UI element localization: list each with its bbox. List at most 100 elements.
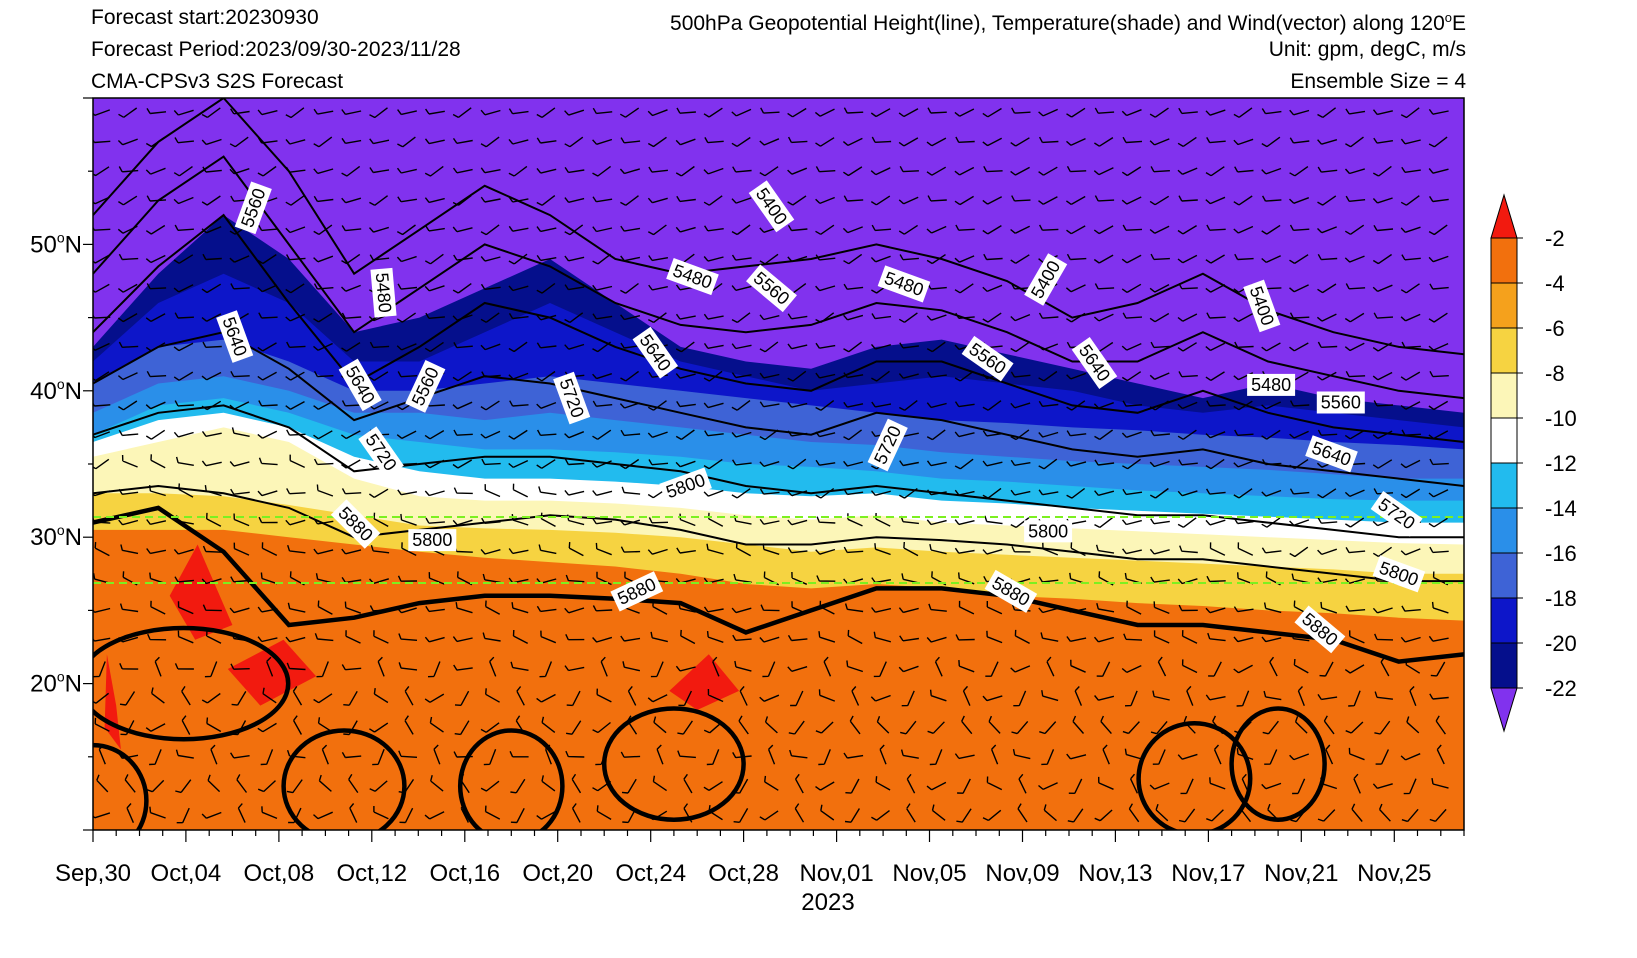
y-tick-label: 40oN [30,376,82,405]
height-contours [93,98,1464,830]
x-axis: Sep,30 Oct,04 Oct,08 Oct,12 Oct,16 Oct,20 Oct,… [55,830,1465,887]
colorbar-label: -6 [1545,316,1565,341]
contour-label-bg [216,310,254,363]
contour-label-bg [632,326,679,379]
warm-spot-4 [669,654,739,710]
colorbar-box [1490,327,1518,374]
colorbar-box [1490,372,1518,419]
colorbar-label: -2 [1545,226,1565,251]
height-contour-5880 [93,505,1464,664]
contour-label-bg [867,418,908,472]
contour-label-bg [610,571,664,612]
colorbar-label: -20 [1545,631,1577,656]
contour-label-bg [1370,491,1423,537]
colorbar: -2 -4 -6 -8 -10 -12 -14 -16 -18 -20 -22 [1490,193,1577,733]
forecast-period-label: Forecast Period:2023/09/30-2023/11/28 [91,38,461,61]
contour-label-bg [405,359,446,413]
colorbar-bottom-arrow [1490,687,1518,733]
contour-label-bg [746,264,797,313]
y-tick-suffix: N [65,378,82,405]
contour-label-bg [961,335,1014,382]
height-contour-5880-cell-3 [281,728,407,830]
warm-spot-3 [227,639,317,706]
colorbar-label: -18 [1545,586,1577,611]
x-tick-label: Oct,12 [336,860,407,887]
y-tick-degree: o [57,522,65,538]
contour-label-20: 5800 [1024,520,1073,543]
contour-label-bg [358,426,404,479]
unit-label: Unit: gpm, degC, m/s [1268,38,1466,61]
height-contour-5400 [93,98,1464,356]
contour-label-bg [1024,520,1073,543]
colorbar-box [1490,597,1518,644]
contour-label-bg [338,358,382,412]
colorbar-box [1490,237,1518,284]
contour-label-text: 5480 [372,272,395,314]
chart-title-text: 500hPa Geopotential Height(line), Temper… [670,12,1445,35]
y-tick-degree: o [57,376,65,392]
chart-title-suffix: E [1451,12,1466,35]
y-tick-degree: o [57,229,65,245]
y-tick-value: 50 [30,231,57,258]
contour-label-bg [659,467,712,505]
contour-label-bg [553,371,591,425]
y-tick-degree: o [57,669,65,685]
y-tick-value: 30 [30,524,57,551]
x-tick-label: Nov,25 [1357,860,1431,887]
contour-label-bg [748,180,795,233]
x-tick-label: Oct,28 [708,860,779,887]
x-tick-label: Nov,01 [799,860,873,887]
contour-label-bg [1316,391,1365,414]
contour-label-bg [1024,253,1068,306]
contour-label-23: 5480 [1247,373,1296,396]
colorbar-label: -12 [1545,451,1577,476]
x-tick-label: Oct,08 [244,860,315,887]
colorbar-label: -16 [1545,541,1577,566]
contour-label-bg [1243,279,1281,333]
x-tick-label: Oct,24 [615,860,686,887]
x-tick-label: Oct,20 [522,860,593,887]
colorbar-label: -22 [1545,676,1577,701]
y-tick-suffix: N [65,231,82,258]
ensemble-label: Ensemble Size = 4 [1290,70,1466,93]
y-tick-label: 20oN [30,669,82,698]
colorbar-label: -14 [1545,496,1577,521]
height-contour-5880-cell-7 [1229,706,1327,822]
contour-label-text: 5800 [1028,521,1068,541]
height-contour-5880-cell-5 [601,706,746,822]
height-contour-5880-cell-2 [93,625,291,742]
contour-label-bg [408,529,457,552]
y-tick-value: 40 [30,378,57,405]
x-tick-label: Nov,13 [1078,860,1152,887]
contour-label-bg [1071,337,1118,389]
contour-label-bg [330,499,381,549]
contour-label-bg [1372,555,1426,593]
contour-label-text: 5560 [1321,393,1361,413]
height-contour-5800 [93,484,1464,583]
contour-label-10: 5480 [666,258,719,296]
colorbar-label: -4 [1545,271,1565,296]
contour-label-bg [877,265,931,303]
colorbar-label: -8 [1545,361,1565,386]
contour-label-bg [1294,605,1346,654]
contour-label-2: 5480 [370,267,397,318]
height-contour-5480 [93,155,1464,400]
y-tick-value: 20 [30,671,57,698]
x-tick-label: Oct,04 [151,860,222,887]
height-contour-5640 [93,331,1464,487]
contour-label-text: 5800 [412,530,452,550]
colorbar-box [1490,642,1518,689]
reference-lines [93,516,1464,584]
colorbar-box [1490,417,1518,464]
x-tick-label: Nov,05 [892,860,966,887]
contour-label-bg [234,181,272,235]
height-contour-5880-cell-4 [457,728,565,830]
colorbar-box [1490,507,1518,554]
x-tick-label: Oct,16 [429,860,500,887]
contour-label-0: 5560 [234,181,272,235]
y-tick-label: 30oN [30,522,82,551]
contour-label-text: 5480 [1251,375,1291,395]
x-axis-year-label: 2023 [801,889,854,916]
